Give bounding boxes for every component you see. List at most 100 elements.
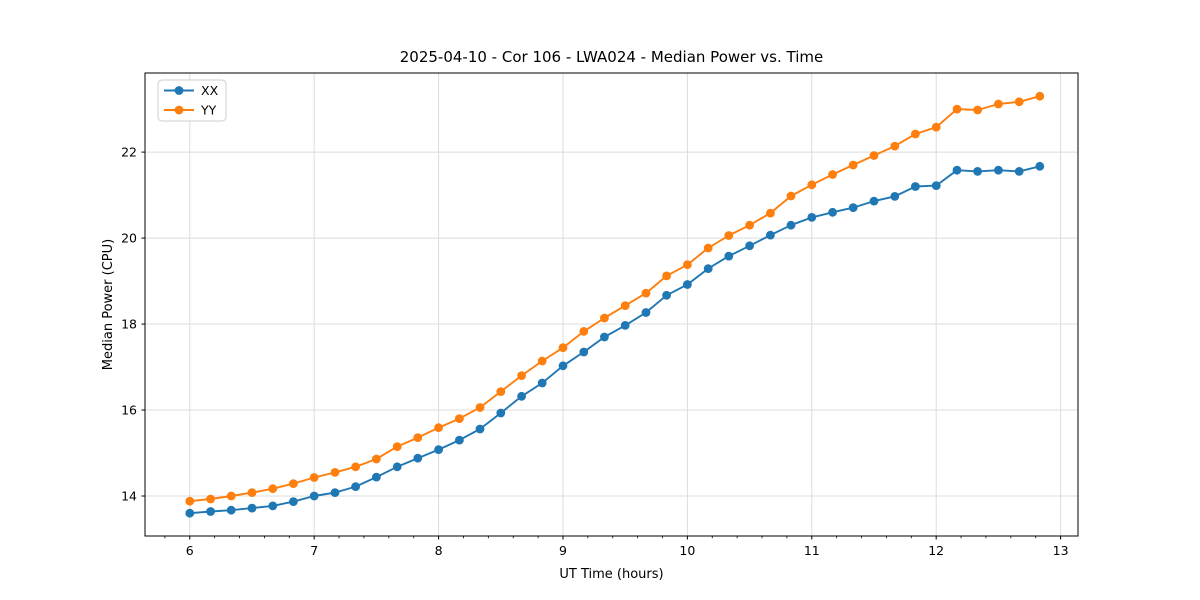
data-point [475,403,485,412]
data-point [351,462,360,472]
data-point [185,496,195,506]
data-point [786,220,796,230]
data-point [931,181,941,191]
data-point [931,122,941,132]
legend-item-xx: XX [164,83,219,98]
data-point [413,433,423,442]
legend-label: YY [200,103,217,118]
data-point [413,453,423,463]
axes-spines [144,72,1079,537]
axis-ticks [141,151,1062,540]
data-point [392,462,402,472]
data-series [185,91,1045,518]
data-point [641,308,651,317]
x-tick-label: 7 [310,543,318,558]
data-point [206,507,216,516]
data-point [330,468,340,477]
x-tick-label: 13 [1053,543,1069,558]
data-point [973,105,982,115]
data-point [1014,97,1024,107]
plot-area-border [144,72,1079,537]
data-point [807,180,817,190]
data-point [434,445,443,454]
data-point [641,288,651,298]
data-point [496,408,506,418]
data-point [330,488,340,497]
legend-label: XX [201,83,219,98]
data-point [226,505,236,515]
data-point [745,220,754,230]
series-xx [185,161,1045,518]
data-point [1014,167,1024,176]
data-point [890,141,900,151]
x-tick-label: 12 [928,543,944,558]
legend-sample-marker [174,105,184,115]
data-point [268,484,278,494]
y-axis-label: Median Power (CPU) [101,239,116,370]
data-point [434,423,443,433]
data-point [537,356,547,366]
data-point [703,264,713,273]
data-point [579,327,589,336]
x-tick-label: 11 [804,543,820,558]
x-tick-label: 8 [435,543,443,558]
data-point [786,191,796,201]
legend: XX YY [157,79,227,122]
data-point [766,230,775,240]
data-point [247,488,257,497]
data-point [455,435,464,445]
data-point [496,387,506,396]
y-tick-label: 16 [121,403,137,418]
data-point [309,491,319,501]
series-line [188,165,1041,515]
data-point [952,165,962,175]
data-point [289,497,298,506]
data-point [455,414,464,423]
x-tick-label: 10 [679,543,695,558]
data-point [683,280,692,289]
data-point [309,473,319,482]
data-point [869,196,879,206]
data-point [558,361,568,371]
data-point [351,482,360,491]
data-point [517,371,526,380]
data-point [620,301,630,310]
data-point [766,208,775,218]
data-point [579,347,589,357]
data-point [185,508,195,518]
data-point [890,192,900,201]
data-point [994,99,1003,109]
data-point [226,491,236,501]
y-tick-label: 20 [121,231,137,246]
data-point [724,251,734,261]
y-tick-label: 18 [121,317,137,332]
data-point [289,479,298,488]
legend-item-yy: YY [164,103,217,118]
data-point [724,231,734,240]
data-point [952,104,962,114]
legend-sample-marker [174,86,184,95]
data-point [475,424,485,434]
data-point [911,182,920,191]
x-tick-label: 6 [186,543,194,558]
series-line [188,95,1041,503]
data-point [662,290,671,300]
data-point [807,213,817,222]
grid-lines [145,73,1078,536]
data-point [973,167,982,176]
data-point [994,165,1003,175]
data-point [268,501,278,511]
data-point [600,332,609,342]
data-point [392,442,402,451]
data-point [703,243,713,253]
data-point [869,151,879,160]
data-point [1035,161,1045,171]
x-tick-label: 9 [559,543,567,558]
data-point [848,203,858,213]
axis-tick-labels: 6 7 8 9 10 11 12 13 14 16 18 20 22 [121,145,1068,558]
y-tick-label: 14 [121,489,137,504]
data-point [1035,91,1045,101]
series-yy [185,91,1045,506]
